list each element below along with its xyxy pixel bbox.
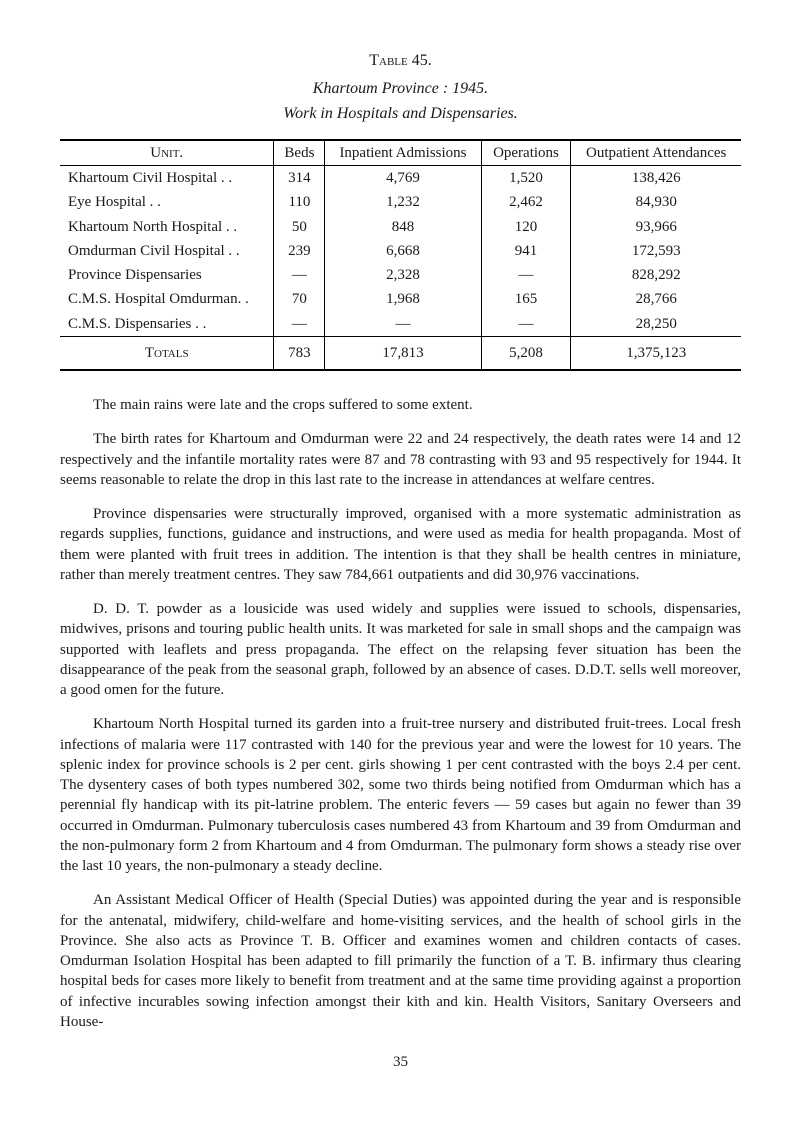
- totals-operations: 5,208: [481, 336, 571, 370]
- cell-inpatient: 1,232: [325, 190, 481, 214]
- cell-inpatient: 6,668: [325, 239, 481, 263]
- table-row: Omdurman Civil Hospital . . 239 6,668 94…: [60, 239, 741, 263]
- table-subtitle: Work in Hospitals and Dispensaries.: [60, 103, 741, 125]
- page-number: 35: [60, 1052, 741, 1072]
- cell-operations: 1,520: [481, 166, 571, 191]
- body-paragraph: D. D. T. powder as a lousicide was used …: [60, 599, 741, 700]
- totals-label: Totals: [60, 336, 274, 370]
- cell-beds: —: [274, 263, 325, 287]
- row-label: C.M.S. Hospital Omdurman. .: [60, 287, 274, 311]
- cell-outpatient: 93,966: [571, 215, 741, 239]
- body-paragraph: The main rains were late and the crops s…: [60, 395, 741, 415]
- cell-outpatient: 138,426: [571, 166, 741, 191]
- table-row: Khartoum Civil Hospital . . 314 4,769 1,…: [60, 166, 741, 191]
- table-row: Eye Hospital . . 110 1,232 2,462 84,930: [60, 190, 741, 214]
- col-outpatient: Outpatient Attendances: [571, 140, 741, 166]
- cell-outpatient: 28,766: [571, 287, 741, 311]
- row-label: Khartoum North Hospital . .: [60, 215, 274, 239]
- row-label: Province Dispensaries: [60, 263, 274, 287]
- cell-outpatient: 28,250: [571, 312, 741, 337]
- cell-inpatient: 2,328: [325, 263, 481, 287]
- table-row: C.M.S. Hospital Omdurman. . 70 1,968 165…: [60, 287, 741, 311]
- cell-beds: 70: [274, 287, 325, 311]
- totals-inpatient: 17,813: [325, 336, 481, 370]
- table-row: Province Dispensaries — 2,328 — 828,292: [60, 263, 741, 287]
- body-paragraph: The birth rates for Khartoum and Omdurma…: [60, 429, 741, 490]
- cell-beds: —: [274, 312, 325, 337]
- hospitals-table: Unit. Beds Inpatient Admissions Operatio…: [60, 139, 741, 371]
- cell-beds: 50: [274, 215, 325, 239]
- totals-beds: 783: [274, 336, 325, 370]
- col-beds: Beds: [274, 140, 325, 166]
- cell-beds: 314: [274, 166, 325, 191]
- table-label: Table 45.: [60, 50, 741, 72]
- row-label: C.M.S. Dispensaries . .: [60, 312, 274, 337]
- totals-outpatient: 1,375,123: [571, 336, 741, 370]
- body-paragraph: Khartoum North Hospital turned its garde…: [60, 714, 741, 876]
- cell-operations: —: [481, 312, 571, 337]
- cell-operations: —: [481, 263, 571, 287]
- row-label: Eye Hospital . .: [60, 190, 274, 214]
- cell-outpatient: 84,930: [571, 190, 741, 214]
- totals-row: Totals 783 17,813 5,208 1,375,123: [60, 336, 741, 370]
- col-unit: Unit.: [60, 140, 274, 166]
- cell-inpatient: 4,769: [325, 166, 481, 191]
- cell-inpatient: —: [325, 312, 481, 337]
- cell-operations: 2,462: [481, 190, 571, 214]
- col-inpatient: Inpatient Admissions: [325, 140, 481, 166]
- row-label: Khartoum Civil Hospital . .: [60, 166, 274, 191]
- cell-operations: 165: [481, 287, 571, 311]
- cell-operations: 120: [481, 215, 571, 239]
- cell-beds: 110: [274, 190, 325, 214]
- table-row: Khartoum North Hospital . . 50 848 120 9…: [60, 215, 741, 239]
- table-row: C.M.S. Dispensaries . . — — — 28,250: [60, 312, 741, 337]
- body-paragraph: An Assistant Medical Officer of Health (…: [60, 890, 741, 1032]
- col-operations: Operations: [481, 140, 571, 166]
- cell-outpatient: 828,292: [571, 263, 741, 287]
- cell-beds: 239: [274, 239, 325, 263]
- cell-inpatient: 1,968: [325, 287, 481, 311]
- cell-outpatient: 172,593: [571, 239, 741, 263]
- cell-operations: 941: [481, 239, 571, 263]
- table-title: Khartoum Province : 1945.: [60, 78, 741, 100]
- cell-inpatient: 848: [325, 215, 481, 239]
- body-paragraph: Province dispensaries were structurally …: [60, 504, 741, 585]
- row-label: Omdurman Civil Hospital . .: [60, 239, 274, 263]
